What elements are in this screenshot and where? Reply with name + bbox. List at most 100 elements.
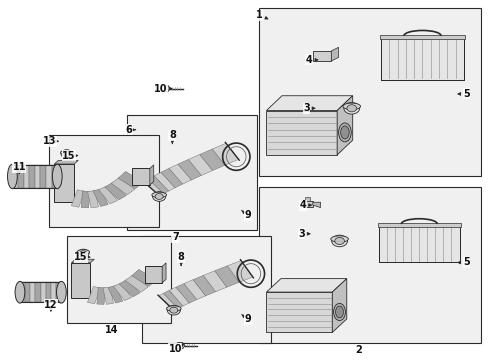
- Polygon shape: [169, 287, 189, 306]
- Bar: [142, 235, 271, 343]
- Polygon shape: [212, 143, 238, 165]
- Polygon shape: [71, 259, 94, 263]
- Polygon shape: [227, 261, 252, 282]
- Text: 12: 12: [44, 300, 58, 311]
- Polygon shape: [378, 225, 459, 262]
- Ellipse shape: [334, 237, 344, 244]
- Bar: [30, 282, 36, 302]
- Ellipse shape: [61, 150, 72, 158]
- Bar: [127, 116, 256, 230]
- Ellipse shape: [331, 235, 347, 247]
- Text: 4: 4: [299, 200, 311, 210]
- Ellipse shape: [155, 194, 163, 199]
- Bar: [377, 224, 460, 227]
- Polygon shape: [162, 263, 166, 283]
- Ellipse shape: [169, 307, 178, 313]
- Text: 7: 7: [172, 232, 178, 242]
- Text: 3: 3: [298, 229, 309, 239]
- Bar: [29, 165, 35, 188]
- Polygon shape: [380, 37, 463, 80]
- Bar: [305, 197, 310, 201]
- Ellipse shape: [152, 192, 166, 198]
- Text: 14: 14: [105, 325, 119, 334]
- Polygon shape: [132, 168, 149, 185]
- Polygon shape: [71, 190, 84, 207]
- Ellipse shape: [330, 236, 347, 242]
- Ellipse shape: [338, 123, 350, 142]
- Polygon shape: [104, 183, 126, 200]
- Text: 8: 8: [168, 130, 175, 144]
- Polygon shape: [93, 189, 108, 207]
- Ellipse shape: [346, 105, 356, 112]
- Polygon shape: [113, 283, 131, 301]
- Bar: [379, 35, 465, 39]
- Ellipse shape: [57, 282, 66, 303]
- Polygon shape: [303, 201, 312, 207]
- Polygon shape: [214, 266, 239, 287]
- Ellipse shape: [340, 126, 348, 139]
- Text: 15: 15: [62, 150, 78, 161]
- Polygon shape: [178, 159, 201, 180]
- Text: 11: 11: [13, 162, 26, 174]
- Ellipse shape: [166, 306, 181, 311]
- Polygon shape: [99, 186, 117, 204]
- Bar: [259, 8, 480, 176]
- Polygon shape: [118, 171, 142, 189]
- Bar: [259, 187, 480, 343]
- Ellipse shape: [61, 150, 73, 155]
- Text: 15: 15: [74, 252, 90, 262]
- Ellipse shape: [80, 251, 87, 256]
- Bar: [46, 282, 51, 302]
- Polygon shape: [97, 288, 105, 304]
- Bar: [56, 282, 61, 302]
- Polygon shape: [176, 284, 197, 303]
- Polygon shape: [159, 293, 178, 311]
- Polygon shape: [119, 280, 140, 297]
- Bar: [378, 225, 459, 262]
- Text: 2: 2: [355, 345, 362, 355]
- Bar: [12, 165, 57, 188]
- Polygon shape: [108, 286, 122, 303]
- Polygon shape: [266, 111, 336, 155]
- Text: 10: 10: [168, 343, 184, 354]
- Bar: [380, 37, 463, 80]
- Ellipse shape: [152, 192, 165, 201]
- Bar: [23, 165, 29, 188]
- Text: 6: 6: [125, 125, 135, 135]
- Bar: [52, 165, 57, 188]
- Polygon shape: [330, 47, 338, 61]
- Bar: [66, 235, 171, 323]
- Bar: [41, 165, 46, 188]
- Polygon shape: [188, 154, 212, 175]
- Polygon shape: [125, 275, 148, 292]
- Polygon shape: [131, 269, 156, 286]
- Polygon shape: [54, 164, 74, 202]
- Ellipse shape: [15, 282, 25, 303]
- Polygon shape: [163, 291, 183, 309]
- Bar: [49, 135, 159, 226]
- Bar: [20, 282, 61, 302]
- Polygon shape: [145, 266, 162, 283]
- Polygon shape: [200, 149, 224, 171]
- Polygon shape: [266, 279, 346, 292]
- Bar: [20, 282, 25, 302]
- Polygon shape: [148, 176, 169, 194]
- Ellipse shape: [63, 151, 70, 157]
- Ellipse shape: [333, 303, 345, 320]
- Ellipse shape: [78, 249, 89, 257]
- Bar: [35, 165, 41, 188]
- Text: 3: 3: [303, 103, 314, 113]
- Polygon shape: [111, 178, 135, 195]
- Bar: [18, 165, 23, 188]
- Bar: [41, 282, 46, 302]
- Text: 5: 5: [457, 89, 469, 99]
- Polygon shape: [331, 279, 346, 332]
- Ellipse shape: [167, 305, 180, 315]
- Polygon shape: [203, 271, 226, 292]
- Polygon shape: [103, 287, 113, 304]
- Text: 13: 13: [42, 136, 58, 146]
- Polygon shape: [54, 161, 78, 164]
- Bar: [36, 282, 41, 302]
- Ellipse shape: [7, 164, 17, 189]
- Polygon shape: [266, 96, 352, 111]
